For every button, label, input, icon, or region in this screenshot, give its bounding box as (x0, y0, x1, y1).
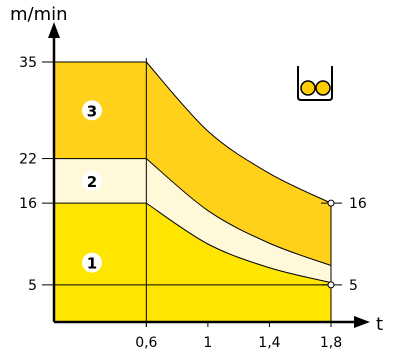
y-tick-label: 22 (19, 152, 37, 168)
zone-3-boundary (54, 61, 332, 204)
zone-2-label: 2 (87, 173, 97, 191)
double-roller-icon (297, 66, 333, 101)
zone-1-boundary (54, 202, 332, 284)
y-tick-label: 5 (28, 278, 37, 294)
y-tick-label: 35 (19, 55, 37, 71)
x-tick-label: 1,8 (320, 335, 342, 351)
zone-2-badge (82, 170, 102, 191)
zone-1-badge (82, 252, 102, 273)
zone-3-badge (82, 100, 102, 121)
x-axis-arrow (354, 316, 370, 328)
x-tick-label: 0,6 (135, 335, 157, 351)
ticks-layer: 0,6 1 1,4 1,8 35 22 16 5 16 5 (19, 55, 367, 351)
y-tick-label: 16 (19, 196, 37, 212)
zone-3-label: 3 (87, 102, 97, 120)
zones-layer (54, 61, 332, 322)
right-marker-point (327, 281, 335, 289)
x-axis-unit-label: t (376, 314, 383, 335)
right-tick-label: 16 (349, 196, 367, 212)
zone-1-area (54, 203, 331, 322)
zone-labels-layer: 1 2 3 (82, 100, 102, 273)
right-tick-label: 5 (349, 278, 358, 294)
zone-2-boundary (54, 158, 332, 267)
x-tick-label: 1,4 (258, 335, 280, 351)
x-tick-label: 1 (203, 335, 212, 351)
zone-1-label: 1 (87, 255, 97, 273)
guides-layer (42, 58, 331, 327)
y-axis-unit-label: m/min (10, 4, 68, 25)
right-marker-point (327, 199, 335, 207)
y-axis-arrow (48, 22, 60, 38)
